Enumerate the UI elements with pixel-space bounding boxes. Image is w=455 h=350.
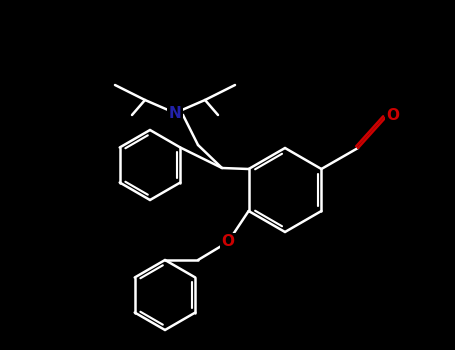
Text: N: N bbox=[169, 105, 182, 120]
Text: O: O bbox=[222, 234, 234, 250]
Text: O: O bbox=[386, 107, 399, 122]
